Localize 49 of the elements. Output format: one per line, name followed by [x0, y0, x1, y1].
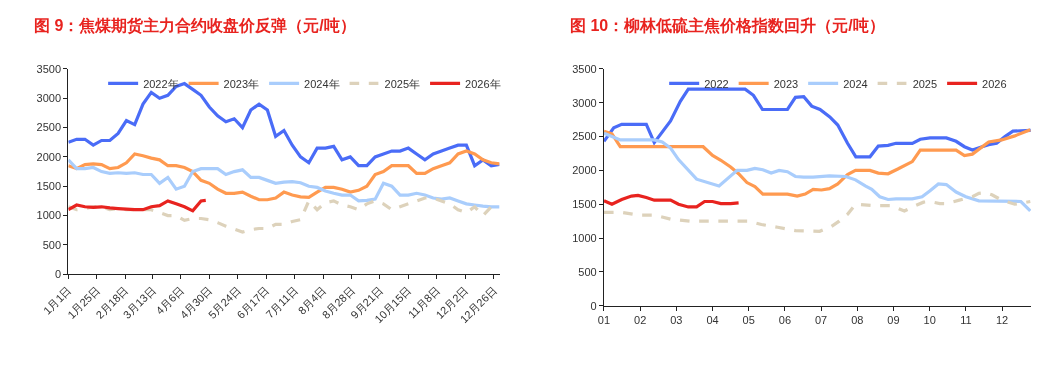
x-tick-label: 03 — [670, 314, 683, 326]
y-tick-label: 3000 — [36, 92, 62, 105]
legend-label: 2023年 — [223, 77, 260, 90]
x-tick-label: 05 — [742, 314, 755, 326]
y-tick-label: 1000 — [572, 231, 597, 244]
legend-label: 2022 — [704, 77, 729, 90]
legend-label: 2026 — [982, 77, 1007, 90]
y-tick-label: 2000 — [572, 164, 597, 177]
y-tick-label: 2000 — [36, 150, 62, 163]
y-tick-label: 500 — [578, 265, 597, 278]
x-tick-label: 09 — [887, 314, 900, 326]
y-tick-label: 3500 — [572, 62, 597, 75]
line-series — [603, 131, 1032, 213]
x-tick-label: 11 — [960, 314, 972, 326]
y-tick-label: 2500 — [36, 121, 62, 134]
legend-label: 2026年 — [465, 77, 501, 90]
y-tick-label: 0 — [590, 299, 597, 312]
chart-title: 图 9：焦煤期货主力合约收盘价反弹（元/吨） — [34, 16, 356, 35]
line-series — [603, 193, 741, 209]
legend-label: 2024 — [843, 77, 868, 90]
x-tick-label: 08 — [851, 314, 864, 326]
y-tick-label: 3500 — [36, 62, 62, 75]
line-series — [68, 198, 208, 213]
legend-label: 2024年 — [304, 77, 340, 90]
y-tick-label: 3000 — [572, 96, 597, 109]
x-tick-label: 06 — [778, 314, 792, 326]
x-tick-label: 10 — [923, 314, 936, 326]
y-tick-label: 2500 — [572, 130, 597, 143]
x-tick-label: 04 — [706, 314, 719, 326]
x-tick-label: 02 — [634, 314, 647, 326]
x-tick-label: 07 — [814, 314, 828, 326]
line-series — [68, 81, 500, 168]
chart-title: 图 10：柳林低硫主焦价格指数回升（元/吨） — [570, 16, 885, 35]
legend-label: 2022年 — [143, 77, 179, 90]
legend-label: 2025 — [912, 77, 938, 90]
y-tick-label: 0 — [54, 268, 62, 281]
legend-label: 2025年 — [384, 77, 421, 90]
line-series — [68, 158, 500, 209]
x-tick-label: 01 — [597, 314, 611, 326]
x-tick-label: 12 — [995, 314, 1009, 326]
line-series — [603, 87, 1032, 159]
line-series — [603, 128, 1032, 198]
y-tick-label: 1500 — [572, 198, 597, 211]
legend-label: 2023 — [773, 77, 799, 90]
y-tick-label: 500 — [42, 238, 62, 251]
line-series — [603, 191, 1032, 233]
line-series — [68, 149, 500, 202]
y-tick-label: 1000 — [36, 209, 62, 222]
y-tick-label: 1500 — [36, 180, 62, 193]
